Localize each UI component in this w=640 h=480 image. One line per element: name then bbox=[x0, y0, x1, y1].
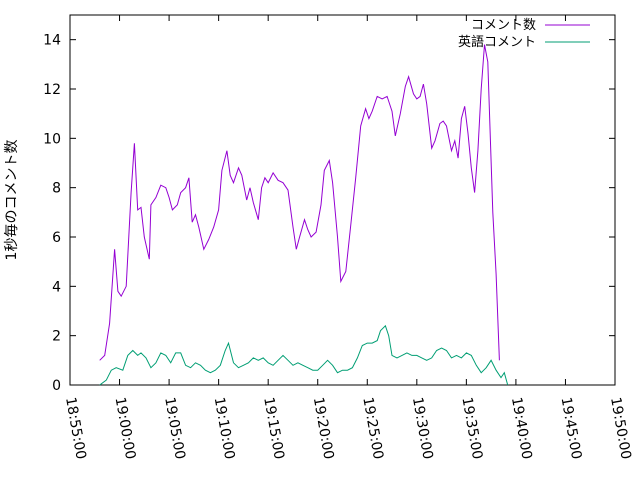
series-layer bbox=[99, 44, 509, 386]
y-tick-label: 14 bbox=[43, 33, 61, 49]
legend: コメント数 英語コメント bbox=[458, 18, 590, 50]
x-tick-label: 19:00:00 bbox=[112, 396, 139, 461]
legend-label-english-comments: 英語コメント bbox=[458, 34, 536, 50]
y-tick-label: 0 bbox=[52, 378, 61, 394]
x-tick-label: 19:40:00 bbox=[508, 396, 535, 461]
x-tick-label: 19:10:00 bbox=[211, 396, 238, 461]
x-tick-label: 19:50:00 bbox=[607, 396, 634, 461]
x-tick-label: 19:45:00 bbox=[558, 396, 585, 461]
legend-label-comment-count: コメント数 bbox=[471, 18, 536, 33]
x-tick-label: 18:55:00 bbox=[62, 396, 89, 461]
y-tick-label: 10 bbox=[43, 131, 61, 147]
x-tick-label: 19:20:00 bbox=[310, 396, 337, 461]
y-tick-label: 6 bbox=[52, 230, 61, 246]
y-axis-label: 1秒毎のコメント数 bbox=[4, 140, 20, 261]
x-tick-label: 19:15:00 bbox=[260, 396, 287, 461]
x-tick-label: 19:25:00 bbox=[359, 396, 386, 461]
series-line-0 bbox=[99, 44, 500, 361]
y-tick-label: 12 bbox=[43, 82, 61, 98]
y-tick-label: 8 bbox=[52, 181, 61, 197]
x-tick-label: 19:05:00 bbox=[161, 396, 188, 461]
x-axis: 18:55:00 19:00:00 19:05:00 19:10:00 19:15:00… bbox=[62, 15, 634, 461]
series-line-1 bbox=[99, 324, 509, 386]
y-axis: 0 2 4 6 8 10 12 14 bbox=[43, 33, 615, 394]
y-tick-label: 4 bbox=[52, 279, 61, 295]
plot-frame bbox=[69, 14, 616, 386]
x-tick-label: 19:30:00 bbox=[409, 396, 436, 461]
y-tick-label: 2 bbox=[52, 329, 61, 345]
x-tick-label: 19:35:00 bbox=[458, 396, 485, 461]
